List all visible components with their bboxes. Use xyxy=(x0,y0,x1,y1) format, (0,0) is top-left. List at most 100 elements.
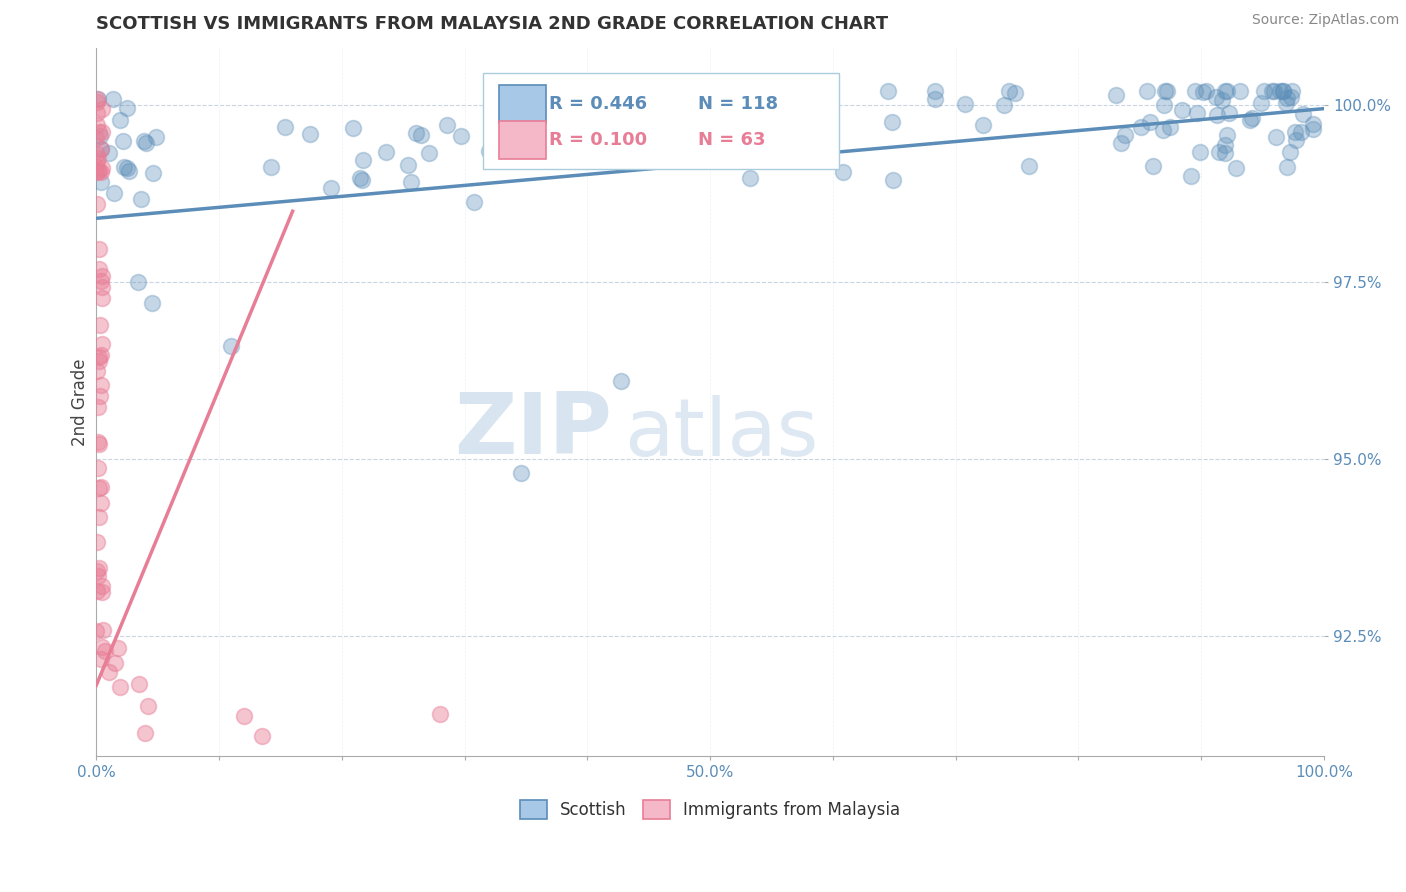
Point xyxy=(1289,125,1312,139)
Point xyxy=(90,652,112,666)
Point xyxy=(516,99,538,113)
Point xyxy=(1275,161,1298,175)
Point xyxy=(250,729,273,743)
Text: Source: ZipAtlas.com: Source: ZipAtlas.com xyxy=(1251,13,1399,28)
Point xyxy=(1279,90,1302,104)
Point xyxy=(1208,145,1230,160)
Point xyxy=(87,351,110,365)
Point xyxy=(831,165,853,179)
Point xyxy=(86,164,108,178)
FancyBboxPatch shape xyxy=(499,120,546,159)
Point xyxy=(91,624,114,638)
Point xyxy=(90,291,112,305)
Point xyxy=(1154,84,1177,98)
Point xyxy=(319,180,342,194)
Point xyxy=(260,160,283,174)
Point xyxy=(89,354,111,368)
Point xyxy=(463,194,485,209)
Point xyxy=(1130,120,1153,134)
Point xyxy=(86,92,108,106)
Point xyxy=(1211,93,1233,107)
Point xyxy=(647,151,669,165)
Point xyxy=(89,510,111,524)
Point xyxy=(1216,128,1239,142)
Point xyxy=(1284,125,1306,139)
Point xyxy=(219,339,242,353)
Point xyxy=(90,142,112,156)
Point xyxy=(108,113,131,128)
Point xyxy=(142,166,165,180)
Point xyxy=(648,128,671,142)
Point xyxy=(1184,84,1206,98)
Point xyxy=(1271,84,1294,98)
Point xyxy=(993,98,1015,112)
Point xyxy=(87,152,110,166)
Point xyxy=(97,665,120,680)
Point xyxy=(1225,161,1247,175)
Text: R = 0.446: R = 0.446 xyxy=(550,95,647,113)
Point xyxy=(609,374,631,388)
Point xyxy=(134,726,156,740)
Point xyxy=(1285,133,1308,147)
Point xyxy=(1261,84,1284,98)
Point xyxy=(86,95,108,109)
Point xyxy=(1188,145,1211,160)
Point xyxy=(349,171,371,186)
Point xyxy=(1292,107,1315,121)
Point xyxy=(1229,84,1251,98)
Point xyxy=(89,262,111,277)
Point xyxy=(342,121,364,136)
Point xyxy=(89,129,111,144)
Point xyxy=(91,640,114,655)
Point xyxy=(91,161,114,176)
Point xyxy=(1114,128,1136,143)
Point xyxy=(145,129,167,144)
Point xyxy=(86,106,108,120)
Point xyxy=(90,377,112,392)
Point xyxy=(1105,87,1128,102)
Point xyxy=(1302,122,1324,136)
Point xyxy=(90,280,112,294)
Point xyxy=(411,128,433,142)
Point xyxy=(1263,84,1285,98)
Point xyxy=(1250,95,1272,110)
Point xyxy=(1194,84,1216,98)
Point xyxy=(115,161,138,175)
Point xyxy=(1275,95,1298,110)
Point xyxy=(1265,130,1288,145)
Point xyxy=(1216,84,1239,98)
Point xyxy=(112,160,135,174)
Point xyxy=(107,641,129,656)
Point xyxy=(1142,159,1164,173)
Point xyxy=(132,134,155,148)
Point xyxy=(561,117,583,131)
Point xyxy=(299,127,322,141)
Text: SCOTTISH VS IMMIGRANTS FROM MALAYSIA 2ND GRADE CORRELATION CHART: SCOTTISH VS IMMIGRANTS FROM MALAYSIA 2ND… xyxy=(96,15,889,33)
Point xyxy=(880,115,903,129)
Point xyxy=(89,318,111,333)
Point xyxy=(1272,84,1295,98)
Point xyxy=(396,158,419,172)
Point xyxy=(91,269,114,284)
Point xyxy=(738,170,761,185)
Point xyxy=(1205,90,1227,104)
Point xyxy=(115,101,138,115)
Point xyxy=(84,160,107,174)
Point xyxy=(87,164,110,178)
Point xyxy=(429,707,451,722)
FancyBboxPatch shape xyxy=(499,85,546,123)
Y-axis label: 2nd Grade: 2nd Grade xyxy=(72,359,89,446)
Point xyxy=(90,480,112,494)
Point xyxy=(90,584,112,599)
Point xyxy=(1240,111,1263,125)
Point xyxy=(86,92,108,106)
Point xyxy=(86,624,108,638)
Point xyxy=(1171,103,1194,117)
Point xyxy=(141,296,163,310)
Point xyxy=(90,274,112,288)
Point xyxy=(1213,84,1236,98)
Point xyxy=(1206,108,1229,122)
Point xyxy=(232,709,254,723)
Point xyxy=(89,124,111,138)
Point xyxy=(478,144,501,158)
